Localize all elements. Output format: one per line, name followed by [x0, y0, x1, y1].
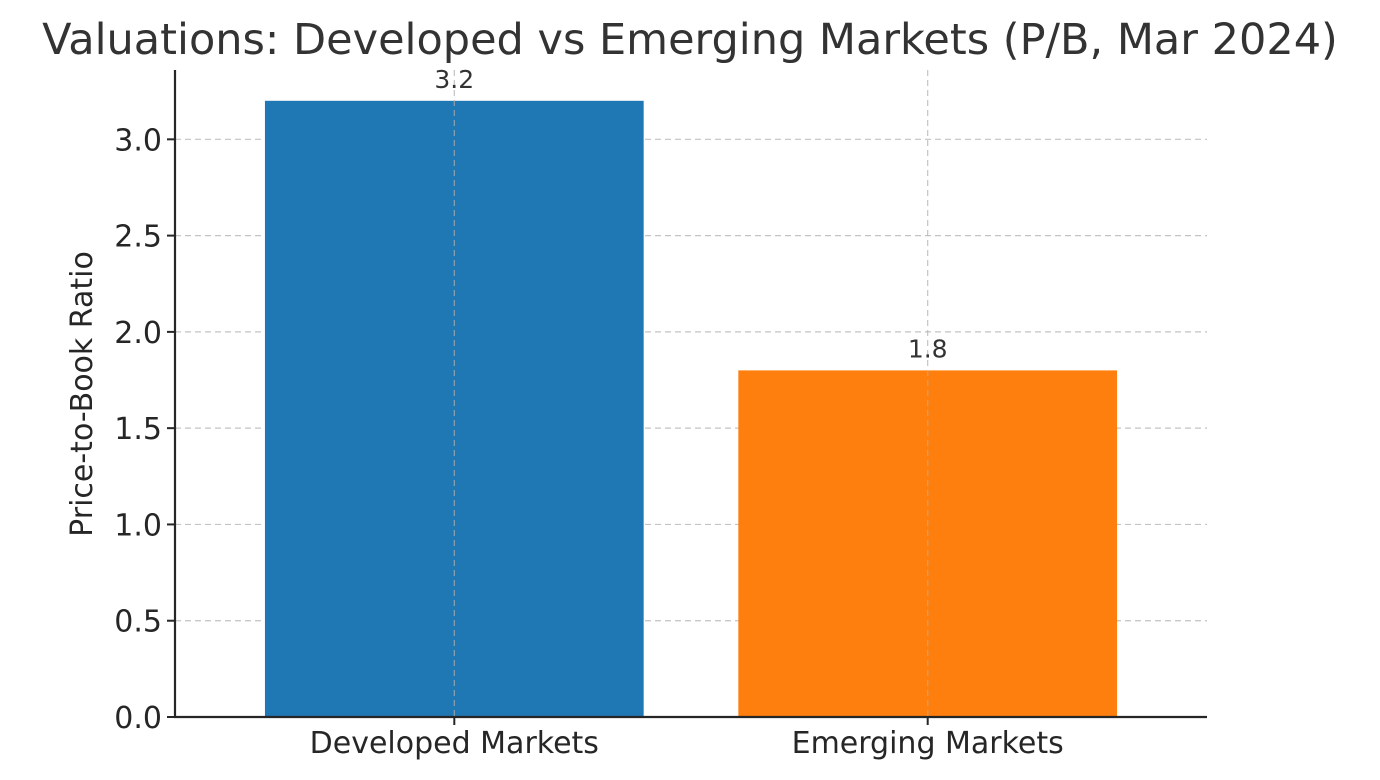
data-label: 3.2: [434, 65, 474, 94]
x-tick-label: Emerging Markets: [792, 726, 1064, 761]
x-ticks: Developed Markets Emerging Markets: [310, 717, 1064, 761]
data-labels: 3.2 1.8: [434, 65, 947, 364]
y-tick-label: 2.5: [114, 220, 162, 255]
vertical-gridlines: [453, 70, 929, 717]
y-tick-label: 1.0: [114, 508, 162, 543]
y-tick-label: 0.5: [114, 605, 162, 640]
y-tick-label: 2.0: [114, 316, 162, 351]
axes: [173, 70, 1207, 719]
y-ticks: 0.0 0.5 1.0 1.5 2.0 2.5 3.0: [114, 123, 175, 736]
x-tick-label: Developed Markets: [310, 726, 599, 761]
y-axis-label: Price-to-Book Ratio: [65, 251, 100, 537]
y-tick-label: 1.5: [114, 412, 162, 447]
data-label: 1.8: [908, 334, 948, 363]
bars: [264, 100, 1118, 718]
chart-title: Valuations: Developed vs Emerging Market…: [42, 15, 1338, 65]
y-tick-label: 0.0: [114, 701, 162, 736]
y-tick-label: 3.0: [114, 123, 162, 158]
